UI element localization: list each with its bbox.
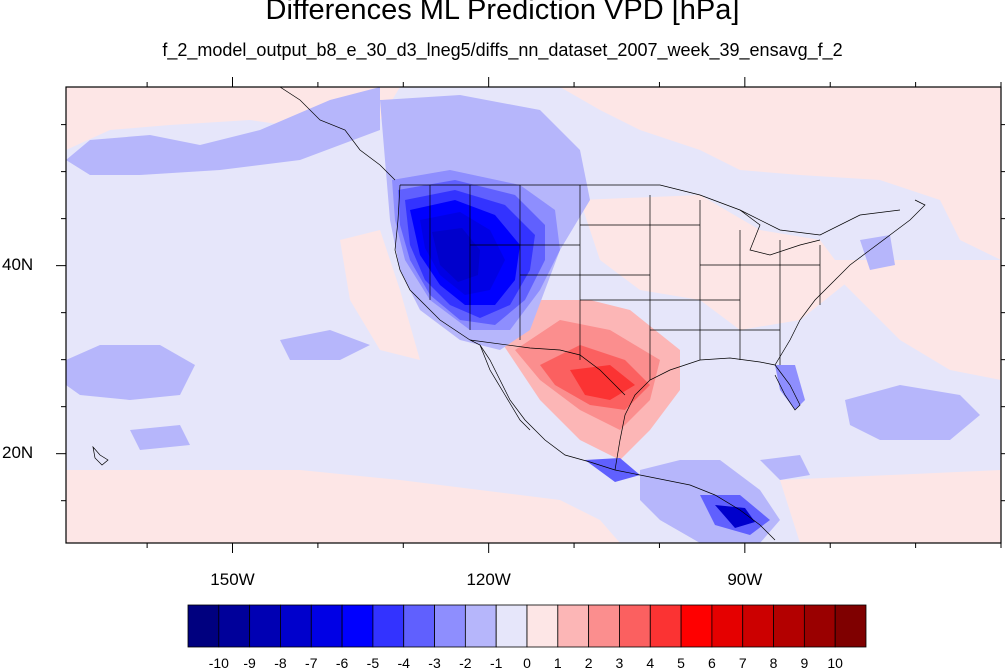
colorbar-swatch (773, 604, 805, 648)
colorbar-tick-label: -4 (397, 655, 410, 671)
lat-tick-label: 40N (2, 254, 34, 274)
colorbar-tick-label: 1 (553, 655, 562, 671)
colorbar-tick-label: -1 (489, 655, 503, 671)
colorbar-swatch (588, 604, 620, 648)
colorbar-tick-label: -5 (366, 655, 380, 671)
colorbar-swatch (310, 604, 343, 648)
colorbar-tick-label: 8 (769, 655, 778, 671)
colorbar-swatch (526, 604, 559, 648)
map-title: Differences ML Prediction VPD [hPa] (265, 0, 740, 26)
colorbar-tick-label: -10 (208, 655, 229, 671)
colorbar-swatch (434, 604, 466, 648)
colorbar-swatch (711, 604, 744, 648)
boundaries (92, 87, 926, 541)
map-frame (65, 86, 1002, 544)
lat-tick-label: 20N (2, 442, 34, 462)
colorbar-swatch (464, 604, 497, 648)
colorbar-tick-label: 2 (584, 655, 593, 671)
colorbar-tick-label: -2 (459, 655, 472, 671)
colorbar-tick-label: 3 (615, 655, 624, 671)
colorbar-swatch (803, 604, 836, 648)
colorbar-tick-label: 7 (738, 655, 747, 671)
colorbar-tick-label: 5 (677, 655, 685, 671)
map-subtitle: f_2_model_output_b8_e_30_d3_lneg5/diffs_… (162, 40, 843, 60)
colorbar-tick-label: -6 (335, 655, 349, 671)
lon-tick-label: 90W (727, 570, 763, 589)
colorbar-swatch (280, 604, 312, 648)
colorbar-swatch (218, 604, 251, 648)
contour-fields (66, 87, 1001, 543)
colorbar-swatch (619, 604, 651, 648)
colorbar-swatch (834, 604, 867, 648)
colorbar-tick-label: 10 (827, 655, 843, 671)
colorbar-swatch (249, 604, 281, 648)
colorbar-tick-label: -9 (243, 655, 256, 671)
colorbar-swatch (649, 604, 682, 648)
colorbar (187, 604, 867, 648)
colorbar-swatch (680, 604, 713, 648)
colorbar-swatch (372, 604, 405, 648)
colorbar-swatch (495, 604, 528, 648)
lon-tick-label: 150W (210, 570, 255, 589)
colorbar-swatch (742, 604, 774, 648)
colorbar-tick-label: -3 (428, 655, 441, 671)
colorbar-tick-label: -7 (305, 655, 318, 671)
colorbar-swatch (557, 604, 590, 648)
lon-tick-label: 120W (466, 570, 511, 589)
axis-ticks (56, 77, 1005, 553)
colorbar-tick-label: 9 (800, 655, 809, 671)
colorbar-tick-label: 4 (646, 655, 655, 671)
colorbar-tick-label: 0 (523, 655, 531, 671)
colorbar-tick-label: 6 (708, 655, 716, 671)
colorbar-swatch (403, 604, 435, 648)
colorbar-swatch (187, 604, 220, 648)
colorbar-swatch (341, 604, 374, 648)
colorbar-tick-label: -8 (274, 655, 287, 671)
